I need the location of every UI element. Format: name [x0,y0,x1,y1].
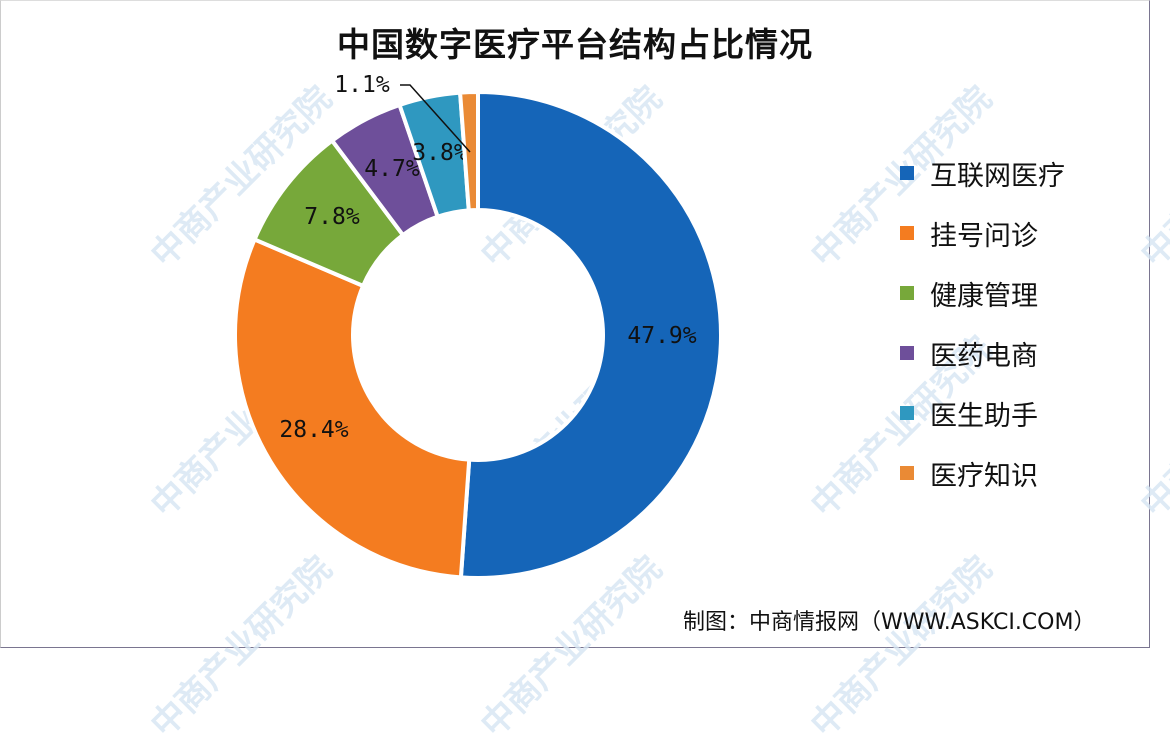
legend-label: 互联网医疗 [930,160,1065,192]
legend: 互联网医疗挂号问诊健康管理医药电商医生助手医疗知识 [900,143,1065,503]
donut-slice-2 [233,236,472,580]
slice-label: 7.8% [304,204,360,230]
slice-label: 47.9% [627,323,696,349]
legend-label: 挂号问诊 [930,220,1038,252]
legend-swatch-icon [900,346,914,360]
legend-item: 互联网医疗 [900,143,1065,203]
legend-item: 挂号问诊 [900,203,1065,263]
legend-label: 医药电商 [930,340,1038,372]
legend-swatch-icon [900,166,914,180]
slice-label: 28.4% [279,417,348,443]
legend-label: 健康管理 [930,280,1038,312]
donut-chart: 47.9% 28.4% 7.8%4.7%3.8% 1.1% [233,72,723,580]
chart-frame [0,0,1150,648]
slice-label: 4.7% [364,156,420,182]
legend-item: 健康管理 [900,263,1065,323]
legend-swatch-icon [900,286,914,300]
legend-item: 医药电商 [900,323,1065,383]
legend-swatch-icon [900,226,914,240]
chart-title: 中国数字医疗平台结构占比情况 [337,25,813,64]
legend-item: 医疗知识 [900,443,1065,503]
source-credit: 制图：中商情报网（WWW.ASKCI.COM） [683,610,1096,635]
legend-swatch-icon [900,466,914,480]
legend-item: 医生助手 [900,383,1065,443]
legend-swatch-icon [900,406,914,420]
slice-label-callout: 1.1% [334,72,390,98]
legend-label: 医生助手 [930,400,1038,432]
slice-label: 3.8% [412,140,468,166]
donut-slice-1 [458,89,723,580]
callout-leader-line [400,84,471,153]
legend-label: 医疗知识 [930,460,1038,492]
